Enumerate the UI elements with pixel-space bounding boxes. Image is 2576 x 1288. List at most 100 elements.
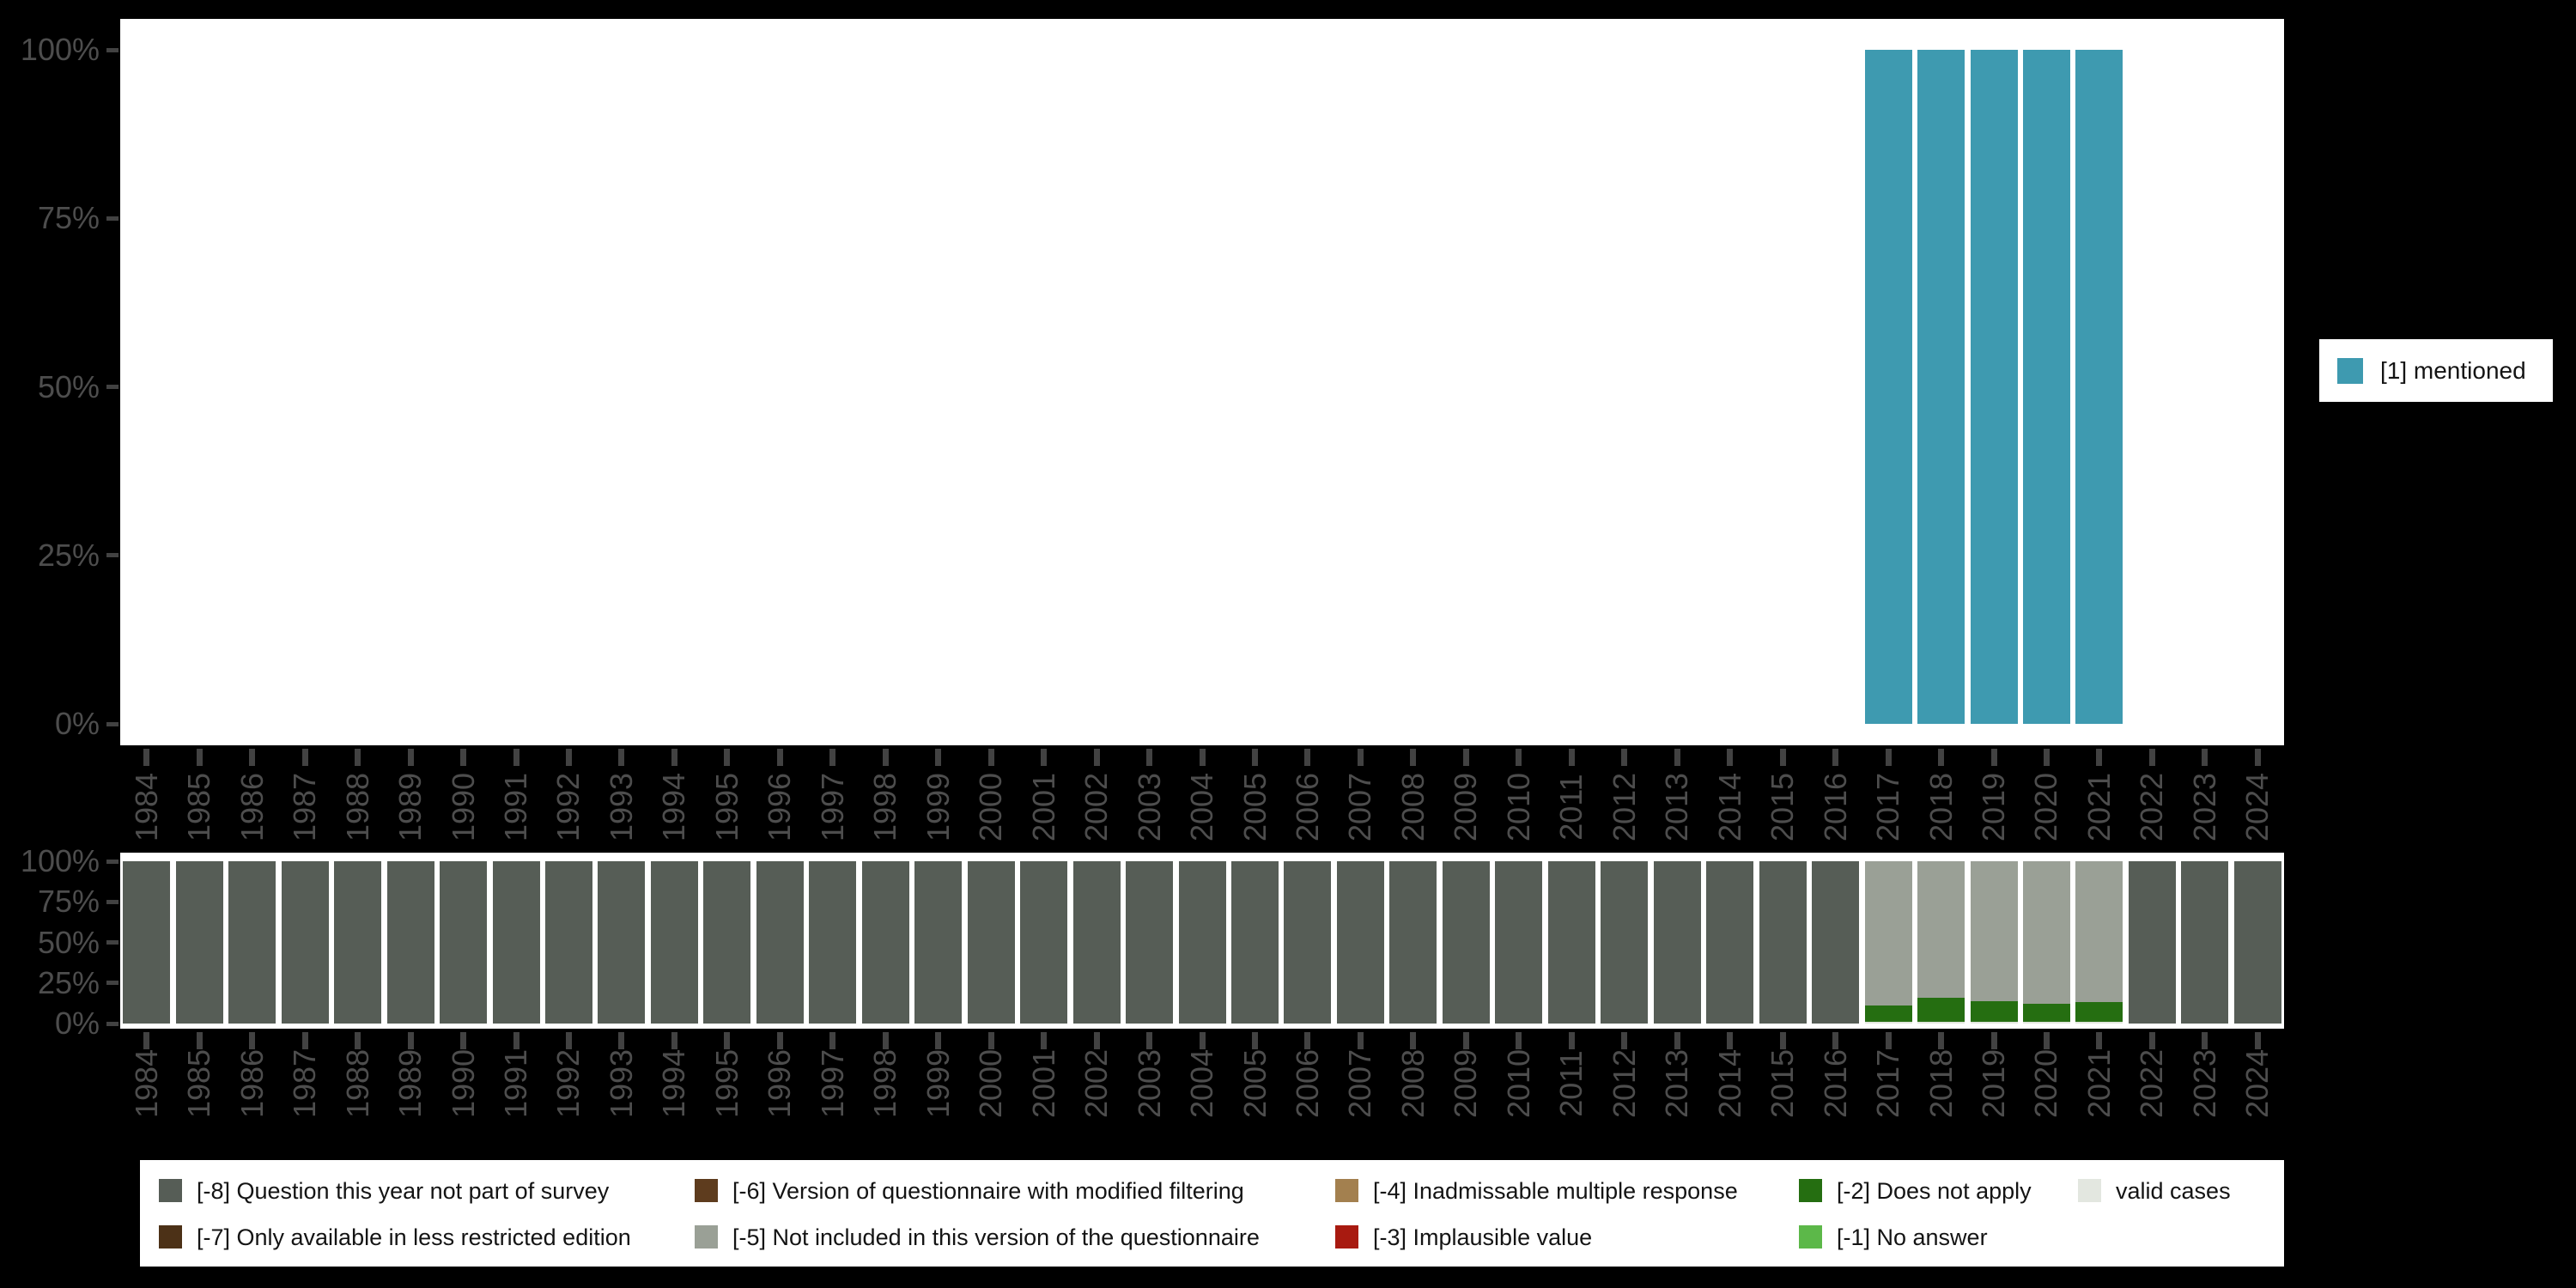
x-axis-year-label: 1986 [234,772,270,842]
x-axis-year-label: 2004 [1184,1048,1219,1119]
x-axis-year-label: 1998 [867,1048,903,1119]
y-axis-tick-label: 50% [37,924,100,960]
bar-2022--8-question-this-year-not-part-of-survey[interactable] [2128,861,2176,1024]
bar-2020-mentioned[interactable] [2022,50,2070,724]
x-axis-year-label: 2009 [1448,772,1484,842]
bar-2007--8-question-this-year-not-part-of-survey[interactable] [1336,861,1384,1024]
bar-2024--8-question-this-year-not-part-of-survey[interactable] [2233,861,2281,1024]
bar-1989--8-question-this-year-not-part-of-survey[interactable] [386,861,434,1024]
x-axis-year-label: 2000 [973,772,1009,842]
bar-2008--8-question-this-year-not-part-of-survey[interactable] [1389,861,1437,1024]
bar-2021--2-does-not-apply[interactable] [2075,1002,2123,1023]
bar-2000--8-question-this-year-not-part-of-survey[interactable] [967,861,1015,1024]
bar-2001--8-question-this-year-not-part-of-survey[interactable] [1020,861,1068,1024]
x-axis-year-label: 2000 [973,1048,1009,1119]
x-axis-tick [1621,1032,1628,1049]
x-axis-year-label: 1996 [762,772,798,842]
bar-2020--2-does-not-apply[interactable] [2022,1004,2070,1023]
x-axis-tick [776,1032,783,1049]
x-axis-year-label: 2022 [2134,1048,2170,1119]
x-axis-tick [2254,1032,2261,1049]
bar-2017-valid-cases[interactable] [1864,1022,1912,1024]
bar-2015--8-question-this-year-not-part-of-survey[interactable] [1759,861,1807,1024]
x-axis-tick [2043,1032,2050,1049]
bar-2010--8-question-this-year-not-part-of-survey[interactable] [1495,861,1543,1024]
x-axis-tick [1727,749,1734,766]
bar-2020--5-not-included-in-this-version-of-the-questionnaire[interactable] [2022,861,2070,1005]
bar-1991--8-question-this-year-not-part-of-survey[interactable] [492,861,540,1024]
bar-2021-valid-cases[interactable] [2075,1022,2123,1024]
x-axis-year-label: 1994 [656,1048,692,1119]
bar-1996--8-question-this-year-not-part-of-survey[interactable] [756,861,804,1024]
bar-2019--2-does-not-apply[interactable] [1970,1000,2018,1023]
bar-1998--8-question-this-year-not-part-of-survey[interactable] [861,861,909,1024]
x-axis-tick [935,1032,942,1049]
bar-1999--8-question-this-year-not-part-of-survey[interactable] [914,861,963,1024]
x-axis-year-label: 2011 [1553,774,1589,841]
bar-2003--8-question-this-year-not-part-of-survey[interactable] [1126,861,1173,1024]
x-axis-year-label: 2020 [2028,1048,2064,1119]
bar-2023--8-question-this-year-not-part-of-survey[interactable] [2181,861,2229,1024]
bar-2017-mentioned[interactable] [1864,50,1912,724]
x-axis-tick [2148,749,2155,766]
bar-2017--2-does-not-apply[interactable] [1864,1005,1912,1023]
bar-2021-mentioned[interactable] [2075,50,2123,724]
x-axis-year-label: 2019 [1976,772,2011,842]
x-axis-tick [1199,1032,1206,1049]
x-axis-year-label: 1984 [128,1048,164,1119]
bar-1987--8-question-this-year-not-part-of-survey[interactable] [281,861,329,1024]
x-axis-tick [1832,1032,1839,1049]
bar-1992--8-question-this-year-not-part-of-survey[interactable] [544,861,592,1024]
bar-2014--8-question-this-year-not-part-of-survey[interactable] [1706,861,1754,1024]
x-axis-tick [301,1032,308,1049]
bar-1995--8-question-this-year-not-part-of-survey[interactable] [703,861,751,1024]
legend-swatch--1-no-answer [1799,1225,1822,1249]
x-axis-year-label: 1995 [708,772,744,842]
bar-2018-mentioned[interactable] [1917,50,1965,724]
y-axis-tick [106,859,118,864]
x-axis-tick [829,749,836,766]
x-axis-tick [987,749,994,766]
bar-2020-valid-cases[interactable] [2022,1022,2070,1024]
x-axis-year-label: 2013 [1659,772,1695,842]
x-axis-year-label: 2007 [1342,772,1378,842]
bar-1994--8-question-this-year-not-part-of-survey[interactable] [650,861,698,1024]
bar-2011--8-question-this-year-not-part-of-survey[interactable] [1547,861,1595,1024]
x-axis-year-label: 2018 [1923,1048,1959,1119]
bar-2019-mentioned[interactable] [1970,50,2018,724]
bar-2016--8-question-this-year-not-part-of-survey[interactable] [1812,861,1860,1024]
bar-2004--8-question-this-year-not-part-of-survey[interactable] [1178,861,1226,1024]
x-axis-year-label: 2011 [1553,1050,1589,1117]
x-axis-tick [2148,1032,2155,1049]
bar-1985--8-question-this-year-not-part-of-survey[interactable] [175,861,223,1024]
bar-2017--5-not-included-in-this-version-of-the-questionnaire[interactable] [1864,861,1912,1006]
x-axis-year-label: 1997 [814,772,850,842]
bar-1993--8-question-this-year-not-part-of-survey[interactable] [598,861,646,1024]
x-axis-year-label: 1998 [867,772,903,842]
legend-swatch--4-inadmissable-multiple-response [1335,1179,1358,1202]
bar-2021--5-not-included-in-this-version-of-the-questionnaire[interactable] [2075,861,2123,1003]
bar-2006--8-question-this-year-not-part-of-survey[interactable] [1284,861,1332,1024]
bar-2018-valid-cases[interactable] [1917,1022,1965,1024]
x-axis-year-label: 2001 [1025,772,1061,842]
x-axis-tick [1832,749,1839,766]
bar-2019--5-not-included-in-this-version-of-the-questionnaire[interactable] [1970,861,2018,1001]
x-axis-year-label: 2017 [1870,772,1905,842]
x-axis-year-label: 1995 [708,1048,744,1119]
bar-2013--8-question-this-year-not-part-of-survey[interactable] [1653,861,1701,1024]
bar-1990--8-question-this-year-not-part-of-survey[interactable] [440,861,487,1024]
bar-2018--2-does-not-apply[interactable] [1917,997,1965,1023]
legend-label: [-1] No answer [1837,1224,1988,1250]
bar-1986--8-question-this-year-not-part-of-survey[interactable] [228,861,276,1024]
bar-2005--8-question-this-year-not-part-of-survey[interactable] [1231,861,1279,1024]
bar-2012--8-question-this-year-not-part-of-survey[interactable] [1601,861,1649,1024]
bar-1984--8-question-this-year-not-part-of-survey[interactable] [123,861,171,1024]
bar-1988--8-question-this-year-not-part-of-survey[interactable] [334,861,382,1024]
x-axis-tick [1462,749,1469,766]
bar-2018--5-not-included-in-this-version-of-the-questionnaire[interactable] [1917,861,1965,998]
bar-2019-valid-cases[interactable] [1970,1022,2018,1024]
x-axis-year-label: 1992 [550,772,586,842]
bar-2002--8-question-this-year-not-part-of-survey[interactable] [1072,861,1121,1024]
bar-2009--8-question-this-year-not-part-of-survey[interactable] [1442,861,1490,1024]
bar-1997--8-question-this-year-not-part-of-survey[interactable] [809,861,857,1024]
